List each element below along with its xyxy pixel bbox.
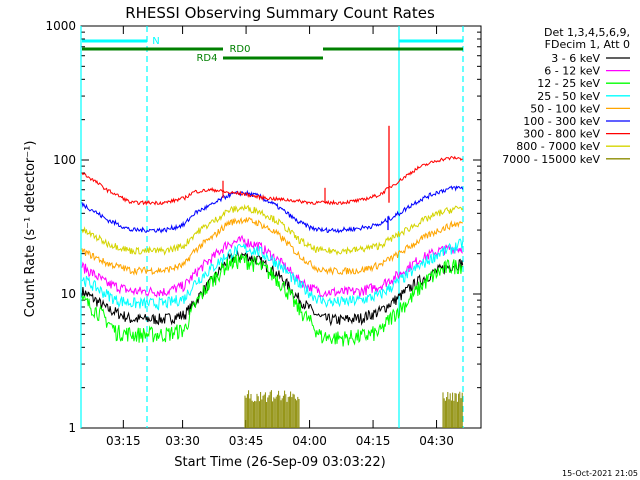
legend-header-line: Det 1,3,4,5,6,9, — [544, 26, 630, 39]
x-tick-label: 04:15 — [356, 434, 391, 448]
plot-frame — [80, 25, 482, 429]
legend-label: 800 - 7000 keV — [516, 140, 600, 153]
x-tick-label: 04:30 — [419, 434, 454, 448]
chart-title: RHESSI Observing Summary Count Rates — [125, 4, 435, 22]
annotation-label-rd4: RD4 — [196, 53, 217, 64]
series-line-6-12-kev — [81, 234, 464, 298]
legend-label: 6 - 12 keV — [544, 65, 600, 78]
series-line-300-800-kev — [81, 155, 463, 206]
y-tick-label: 100 — [53, 153, 76, 167]
legend-label: 300 - 800 keV — [523, 128, 600, 141]
legend-label: 50 - 100 keV — [530, 102, 600, 115]
annotation-label-rd0: RD0 — [229, 44, 250, 55]
x-tick-label: 03:15 — [106, 434, 141, 448]
y-tick-label: 10 — [61, 287, 76, 301]
legend-header-line: FDecim 1, Att 0 — [545, 38, 630, 51]
legend-label: 7000 - 15000 keV — [502, 153, 600, 166]
y-axis-label: Count Rate (s⁻¹ detector⁻¹) — [23, 141, 38, 318]
annotation-label-n: N — [152, 36, 159, 47]
series-line-50-100-kev — [81, 216, 464, 276]
legend-label: 12 - 25 keV — [537, 77, 600, 90]
series-line-25-50-kev — [81, 238, 464, 311]
series-line-3-6-kev — [81, 250, 464, 327]
x-tick-label: 03:45 — [229, 434, 264, 448]
series-line-12-25-kev — [81, 253, 463, 347]
y-tick-label: 1 — [68, 421, 76, 435]
series-line-800-7000-kev — [81, 203, 464, 256]
legend-label: 3 - 6 keV — [551, 52, 600, 65]
legend: Det 1,3,4,5,6,9,FDecim 1, Att 03 - 6 keV… — [502, 26, 630, 166]
footer-timestamp: 15-Oct-2021 21:05 — [562, 469, 638, 478]
x-tick-label: 04:00 — [292, 434, 327, 448]
legend-label: 25 - 50 keV — [537, 90, 600, 103]
x-axis-label: Start Time (26-Sep-09 03:03:22) — [174, 455, 385, 470]
y-tick-label: 1000 — [45, 19, 76, 33]
legend-label: 100 - 300 keV — [523, 115, 600, 128]
x-tick-label: 03:30 — [165, 434, 200, 448]
series-line-100-300-kev — [81, 185, 464, 234]
